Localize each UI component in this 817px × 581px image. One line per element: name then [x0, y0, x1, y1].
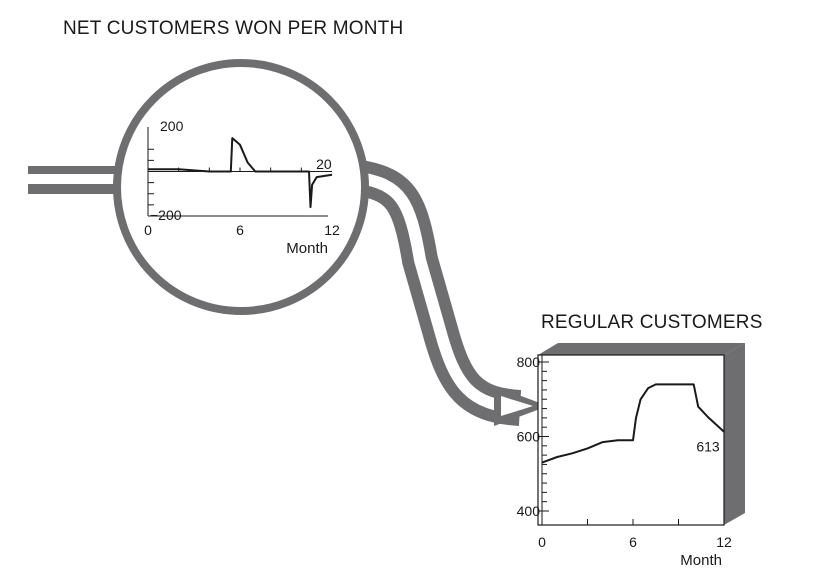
net-customers-title: NET CUSTOMERS WON PER MONTH [63, 18, 403, 39]
stock-x-label-6: 6 [629, 534, 637, 550]
regular-customers-chart: 800 600 400 0 6 12 Month 613 [517, 354, 732, 569]
stock-x-label-12: 12 [716, 534, 732, 550]
net-annotation: 20 [316, 156, 332, 172]
flow-pipe [356, 160, 522, 426]
stock-y-label-400: 400 [517, 503, 541, 519]
stock-y-label-800: 800 [517, 354, 541, 370]
regular-customers-title: REGULAR CUSTOMERS [541, 312, 763, 333]
net-x-label-6: 6 [236, 222, 244, 238]
inflow-pipe [28, 166, 128, 194]
stock-y-label-600: 600 [517, 429, 541, 445]
net-series-line [148, 137, 333, 209]
flow-arrow-head [494, 386, 548, 426]
stock-x-label-0: 0 [538, 534, 546, 550]
stock-annotation: 613 [696, 439, 720, 455]
magnifier-circle [113, 59, 369, 315]
net-x-label-0: 0 [144, 222, 152, 238]
net-axis-title: Month [286, 240, 328, 257]
net-x-label-12: 12 [324, 222, 340, 238]
net-y-label-top: 200 [160, 118, 184, 134]
stock-axis-title: Month [680, 552, 722, 569]
net-y-label-bottom: −200 [150, 207, 182, 223]
stock-box [537, 343, 745, 526]
stock-series-line [541, 383, 725, 464]
